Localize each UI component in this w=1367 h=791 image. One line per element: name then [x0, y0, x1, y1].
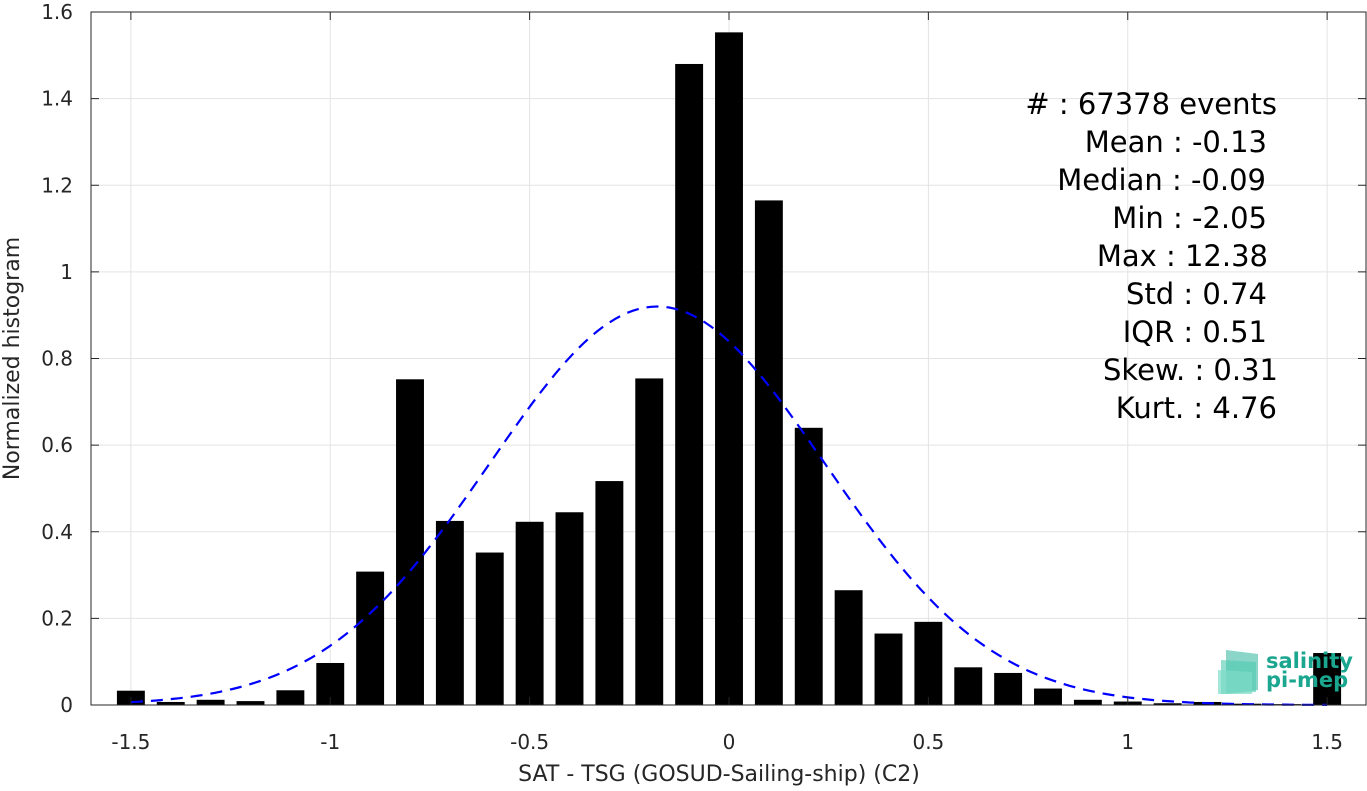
histogram-bar [994, 672, 1023, 705]
histogram-bar [555, 512, 584, 705]
logo-line-2: pi-mep [1266, 668, 1348, 692]
histogram-bar [156, 701, 185, 705]
histogram-bar [356, 571, 385, 705]
histogram-bar [874, 633, 903, 705]
y-tick-label: 0.4 [41, 520, 73, 544]
x-axis-label: SAT - TSG (GOSUD-Sailing-ship) (C2) [518, 762, 920, 787]
histogram-bar [515, 521, 544, 705]
histogram-bar [954, 667, 983, 705]
y-tick-label: 0.6 [41, 433, 73, 457]
histogram-bar [475, 552, 504, 705]
axis-ticks: -1.5 -1 -0.5 0 0.5 1 1.5 0 0.2 0.4 0.6 0.8 1 1.2 1.4 1.… [41, 0, 1366, 754]
y-tick-label: 1 [60, 260, 73, 284]
x-tick-label: 1 [1121, 730, 1134, 754]
stat-line: Mean : -0.13 [1085, 125, 1267, 159]
y-tick-label: 0 [60, 693, 73, 717]
histogram-bar [834, 590, 863, 705]
histogram-bar [715, 32, 743, 706]
x-tick-label: 0 [723, 730, 736, 754]
salinity-pimep-logo: salinity pi-mep [1218, 649, 1353, 694]
y-axis-label: Normalized histogram [0, 237, 25, 480]
logo-line-1: salinity [1266, 649, 1353, 673]
histogram-bar [1153, 703, 1182, 705]
histogram-bar [635, 378, 664, 705]
histogram-bar [1073, 699, 1102, 705]
histogram-bar [1313, 653, 1342, 705]
x-tick-label: -1 [320, 730, 340, 754]
y-tick-label: 1.4 [41, 87, 73, 111]
stat-line: Kurt. : 4.76 [1116, 391, 1277, 425]
histogram-bar [914, 621, 943, 705]
statistics-annotation: # : 67378 events Mean : -0.13 Median : -0.… [1025, 87, 1278, 425]
x-tick-label: -1.5 [111, 730, 150, 754]
y-tick-label: 1.6 [41, 0, 73, 24]
histogram-bar [236, 701, 265, 705]
y-tick-label: 0.8 [41, 347, 73, 371]
histogram-bar [754, 200, 783, 706]
histogram-bars [116, 32, 1342, 706]
stat-line: # : 67378 events [1025, 87, 1277, 121]
histogram-bar [196, 699, 225, 705]
stat-line: Skew. : 0.31 [1103, 353, 1278, 387]
x-tick-label: 0.5 [912, 730, 944, 754]
x-tick-label: -0.5 [510, 730, 549, 754]
histogram-bar [675, 63, 704, 706]
stat-line: Max : 12.38 [1097, 239, 1268, 273]
stat-line: Median : -0.09 [1057, 163, 1266, 197]
histogram-bar [595, 481, 624, 705]
histogram-bar [396, 379, 424, 705]
logo-waves-icon [1218, 650, 1258, 694]
histogram-bar [435, 520, 464, 705]
stat-line: Min : -2.05 [1112, 201, 1267, 235]
stat-line: IQR : 0.51 [1123, 315, 1267, 349]
x-tick-label: 1.5 [1311, 730, 1343, 754]
stat-line: Std : 0.74 [1126, 277, 1267, 311]
y-tick-label: 0.2 [41, 606, 73, 630]
y-tick-label: 1.2 [41, 173, 73, 197]
histogram-bar [794, 427, 823, 705]
histogram-bar [276, 690, 305, 705]
histogram-bar [1034, 688, 1062, 705]
